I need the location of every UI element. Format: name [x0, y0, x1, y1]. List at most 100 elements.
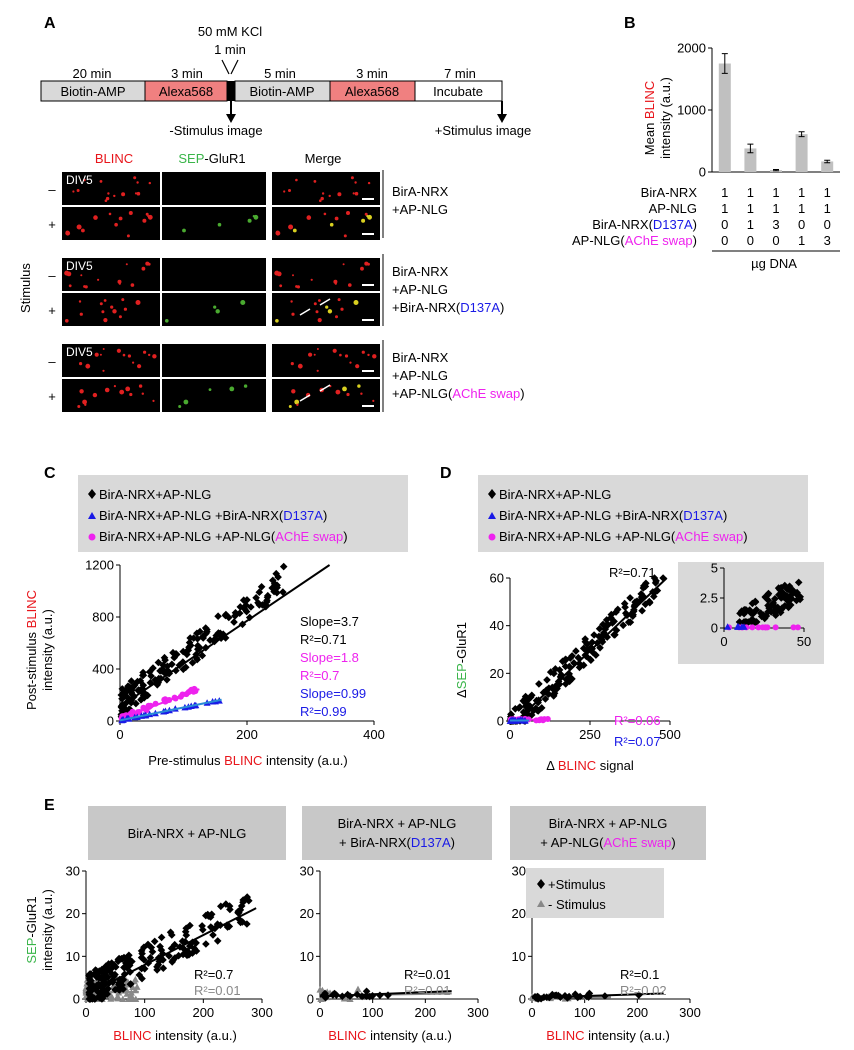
e2-minus-point: [317, 995, 325, 1002]
d-series-1-point: [572, 647, 580, 655]
micrograph-spot: [81, 228, 85, 233]
micrograph-spot: [79, 362, 83, 366]
d-series-1-fit-line: [515, 577, 668, 722]
b-errorbar-3: [773, 169, 779, 172]
e2-minus-point: [316, 986, 324, 993]
micrograph-spot: [342, 263, 345, 266]
micrograph-spot: [130, 283, 135, 287]
c-stat-1: Slope=3.7: [300, 614, 359, 629]
e-r2-minus-2: R²=0.01: [404, 983, 451, 998]
micrograph-panel: [162, 207, 266, 240]
group-2-line-3: +BirA-NRX(D137A): [392, 300, 504, 315]
micrograph-spot: [123, 307, 127, 311]
e3-ytick-label: 0: [519, 992, 526, 1007]
micrograph-spot: [291, 312, 295, 316]
e1-plus-point: [168, 931, 176, 939]
e-title-2-line-1: BirA-NRX + AP-NLG: [338, 816, 457, 831]
b-table-cell: 1: [747, 217, 754, 232]
micrograph-spot: [82, 399, 87, 405]
col-header-sep: SEP: [178, 151, 204, 166]
micrograph-spot: [355, 364, 360, 369]
c-series-1-point: [172, 650, 181, 659]
d-inset-magenta-point: [762, 624, 769, 631]
micrograph-spot: [103, 318, 108, 323]
b-ylabel-2: intensity (a.u.): [658, 77, 673, 159]
c-stat-4: R²=0.7: [300, 668, 339, 683]
micrograph-spot: [178, 405, 182, 408]
c-series-1-point: [160, 669, 169, 677]
arrowhead-plus: [497, 114, 507, 123]
micrograph-spot: [357, 384, 361, 388]
micrograph-spot: [306, 215, 312, 220]
micrograph-spot: [243, 384, 248, 388]
col-header-merge: Merge: [305, 151, 342, 166]
micrograph-spot: [137, 364, 142, 369]
d-series-1-point: [595, 624, 604, 633]
micrograph-spot: [346, 392, 350, 397]
e1-xtick-label: 300: [251, 1005, 273, 1020]
d-inset-ytick-label: 0: [711, 621, 718, 636]
micrograph-spot: [133, 176, 137, 180]
e1-plus-point: [179, 950, 187, 959]
d-series-1-point: [541, 695, 550, 703]
e1-plus-point: [100, 964, 108, 973]
d-series-1-point: [521, 702, 530, 711]
d-ytick-label: 0: [497, 714, 504, 729]
e1-plus-point: [118, 954, 127, 963]
b-table-cell: 1: [798, 185, 805, 200]
d-legend-box: [478, 475, 808, 552]
d-series-1-point: [581, 635, 589, 643]
micrograph-spot: [101, 310, 105, 314]
e-xlabel-2: BLINC intensity (a.u.): [328, 1028, 452, 1043]
micrograph-spot: [113, 194, 116, 198]
micrograph-spot: [134, 192, 138, 195]
c-series-1-point: [163, 676, 171, 684]
c-series-1-point: [270, 587, 278, 596]
d-series-1-point: [592, 651, 600, 659]
d-series-1-point: [565, 677, 574, 686]
micrograph-spot: [108, 212, 112, 216]
b-table-cell: 1: [798, 233, 805, 248]
micrograph-spot: [308, 352, 313, 357]
d-inset-black-point: [762, 612, 770, 620]
b-table-cell: 0: [772, 233, 779, 248]
e2-minus-point: [340, 995, 348, 1002]
e1-ytick-label: 30: [66, 864, 80, 879]
group-3-line-2: +AP-NLG: [392, 368, 448, 383]
micrograph-spot: [79, 389, 84, 394]
micrograph-spot: [72, 190, 75, 193]
d-series-1-point: [537, 704, 546, 712]
b-table-cell: 1: [772, 185, 779, 200]
b-table-cell: 3: [824, 233, 831, 248]
micrograph-panel: [272, 293, 380, 326]
e1-plus-point: [225, 902, 234, 910]
d-r2-black: R²=0.71: [609, 565, 656, 580]
c-ylabel-2: intensity (a.u.): [40, 609, 55, 691]
micrograph-spot: [295, 178, 298, 182]
d-ytick-label: 40: [490, 618, 504, 633]
d-inset-magenta-point: [772, 624, 779, 631]
e1-plus-point: [85, 995, 94, 1003]
minus-stimulus-image: -Stimulus image: [169, 123, 262, 138]
c-stat-2: R²=0.71: [300, 632, 347, 647]
e1-plus-point: [156, 942, 164, 951]
c-series-1-point: [127, 677, 136, 685]
b-bar-4: [795, 134, 808, 172]
micrograph-spot: [313, 353, 316, 356]
e1-plus-point: [234, 908, 242, 917]
d-inset-black-point: [736, 609, 744, 618]
col-header-glur1: -GluR1: [204, 151, 245, 166]
micrograph-spot: [216, 310, 219, 314]
c-series-1-point: [127, 688, 136, 697]
b-table-cell: 0: [798, 217, 805, 232]
e1-ytick-label: 10: [66, 949, 80, 964]
seg-label-5: Incubate: [433, 84, 483, 99]
micrograph-spot: [313, 180, 317, 183]
e1-plus-point: [147, 943, 156, 952]
micrograph-spot: [240, 300, 246, 305]
c-series-1-point: [252, 594, 260, 602]
e3-xtick-label: 200: [626, 1005, 648, 1020]
micrograph-spot: [84, 403, 87, 406]
c-series-1-point: [183, 647, 191, 655]
d-legend-1: BirA-NRX+AP-NLG: [499, 487, 611, 502]
